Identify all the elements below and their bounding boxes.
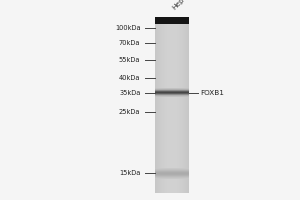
Text: 70kDa: 70kDa	[119, 40, 140, 46]
Text: 40kDa: 40kDa	[119, 75, 140, 81]
Text: 15kDa: 15kDa	[119, 170, 140, 176]
Text: 35kDa: 35kDa	[119, 90, 140, 96]
Text: FOXB1: FOXB1	[201, 90, 225, 96]
Text: 25kDa: 25kDa	[119, 109, 140, 115]
Text: 100kDa: 100kDa	[115, 25, 140, 31]
Text: HepG2: HepG2	[171, 0, 193, 11]
Text: 55kDa: 55kDa	[119, 57, 140, 63]
